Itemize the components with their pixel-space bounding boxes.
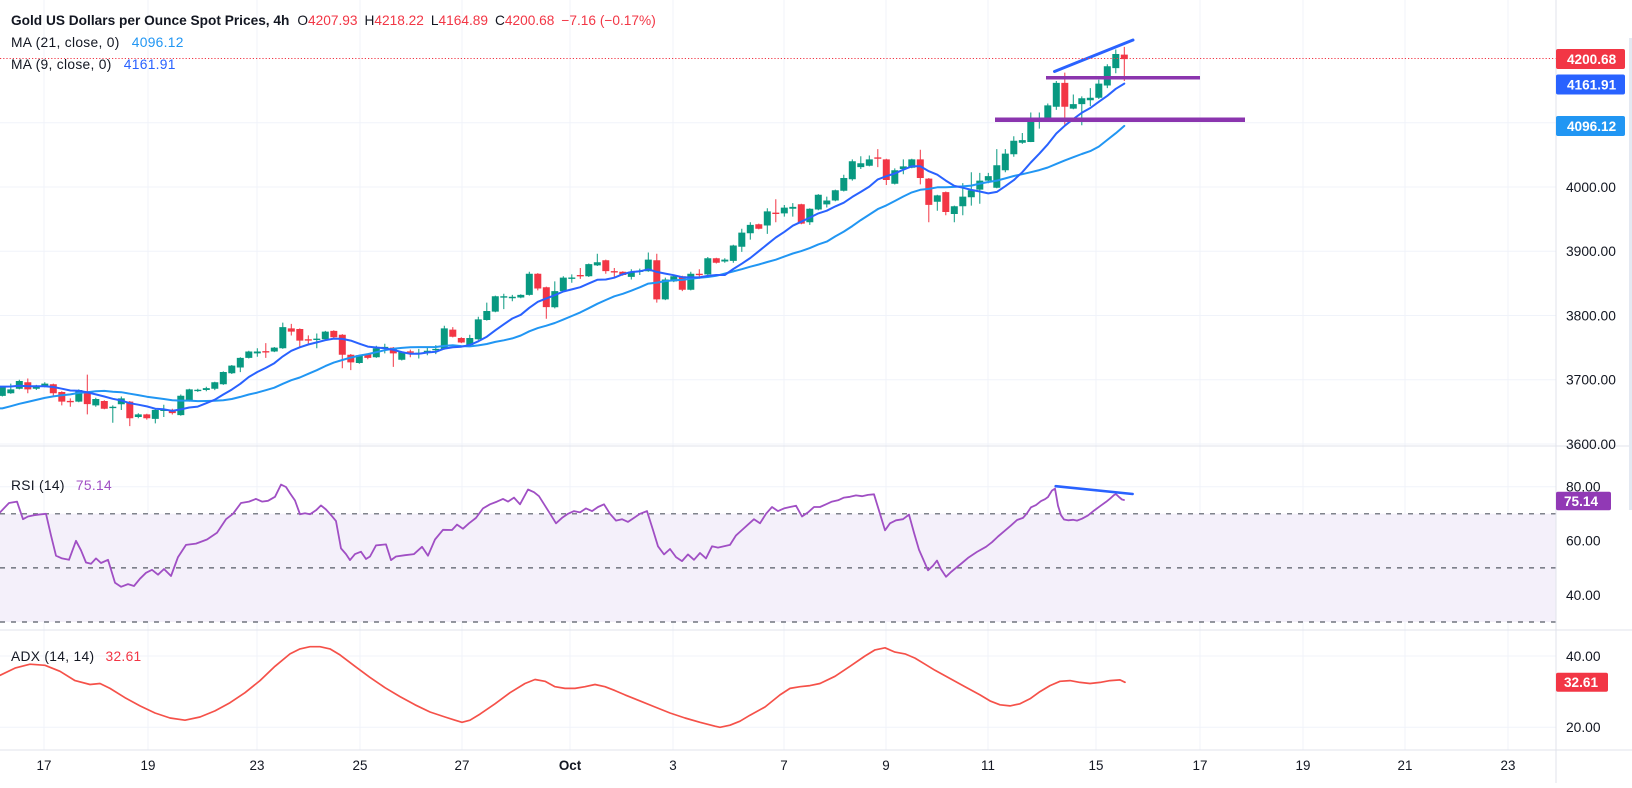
- svg-text:23: 23: [1501, 758, 1516, 773]
- svg-text:25: 25: [353, 758, 368, 773]
- svg-text:27: 27: [455, 758, 470, 773]
- svg-text:Gold US Dollars per Ounce Spot: Gold US Dollars per Ounce Spot Prices, 4…: [11, 13, 656, 28]
- svg-text:32.61: 32.61: [1564, 675, 1598, 690]
- svg-text:MA (9, close, 0) 4161.91: MA (9, close, 0) 4161.91: [11, 57, 176, 72]
- svg-text:4096.12: 4096.12: [1567, 119, 1617, 134]
- svg-text:MA (21, close, 0) 4096.12: MA (21, close, 0) 4096.12: [11, 35, 184, 50]
- svg-text:4161.91: 4161.91: [1567, 77, 1617, 92]
- svg-text:11: 11: [981, 758, 995, 773]
- svg-text:17: 17: [1193, 758, 1208, 773]
- svg-text:3600.00: 3600.00: [1566, 437, 1616, 452]
- svg-text:3900.00: 3900.00: [1566, 244, 1616, 259]
- svg-text:7: 7: [780, 758, 787, 773]
- svg-text:75.14: 75.14: [1564, 494, 1598, 509]
- svg-text:60.00: 60.00: [1566, 534, 1601, 549]
- svg-text:15: 15: [1089, 758, 1104, 773]
- svg-text:3700.00: 3700.00: [1566, 373, 1616, 388]
- svg-text:23: 23: [250, 758, 265, 773]
- svg-text:40.00: 40.00: [1566, 588, 1601, 603]
- svg-text:ADX (14, 14) 32.61: ADX (14, 14) 32.61: [11, 649, 142, 664]
- svg-text:17: 17: [37, 758, 52, 773]
- svg-text:4200.68: 4200.68: [1567, 52, 1617, 67]
- svg-text:RSI (14) 75.14: RSI (14) 75.14: [11, 478, 112, 493]
- svg-text:4000.00: 4000.00: [1566, 180, 1616, 195]
- svg-text:3800.00: 3800.00: [1566, 308, 1616, 323]
- svg-text:9: 9: [882, 758, 889, 773]
- svg-text:3: 3: [669, 758, 676, 773]
- svg-text:40.00: 40.00: [1566, 649, 1601, 664]
- svg-text:19: 19: [1296, 758, 1311, 773]
- svg-text:21: 21: [1398, 758, 1413, 773]
- svg-text:20.00: 20.00: [1566, 720, 1601, 735]
- svg-text:Oct: Oct: [559, 758, 582, 773]
- svg-text:19: 19: [141, 758, 156, 773]
- svg-text:80.00: 80.00: [1566, 480, 1601, 495]
